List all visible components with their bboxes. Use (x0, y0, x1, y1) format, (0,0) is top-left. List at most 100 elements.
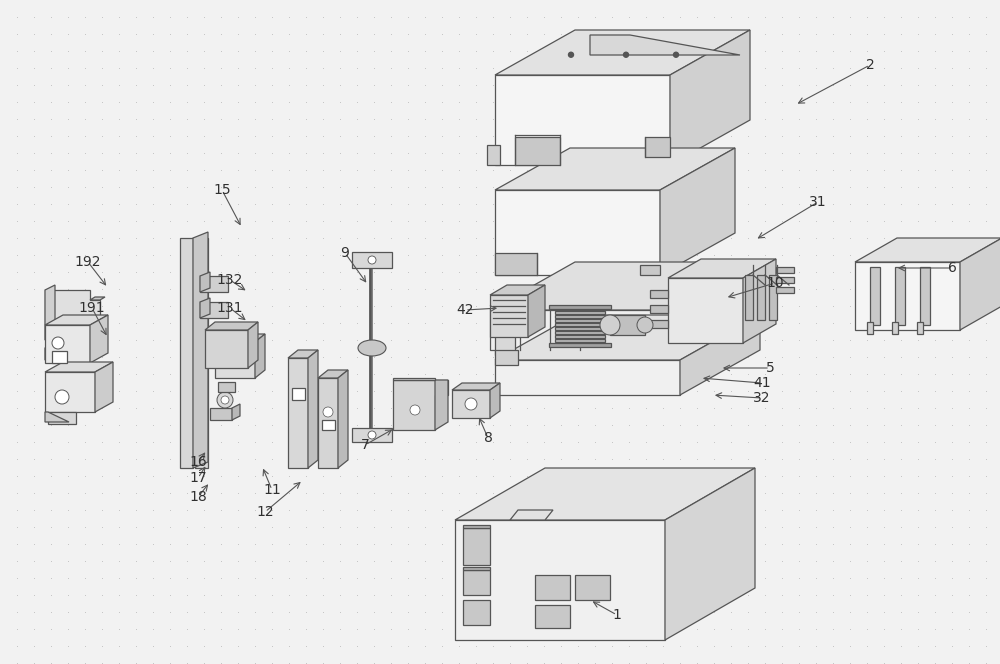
Polygon shape (668, 278, 743, 343)
Polygon shape (45, 412, 69, 422)
Polygon shape (180, 238, 193, 468)
Polygon shape (352, 252, 392, 268)
Polygon shape (670, 30, 750, 165)
Polygon shape (510, 510, 553, 520)
Polygon shape (52, 351, 67, 363)
Polygon shape (555, 323, 605, 326)
Polygon shape (193, 232, 208, 468)
Polygon shape (490, 295, 528, 337)
Polygon shape (455, 468, 755, 520)
Text: 131: 131 (217, 301, 243, 315)
Polygon shape (757, 275, 765, 320)
Text: 41: 41 (753, 376, 771, 390)
Polygon shape (535, 605, 570, 628)
Polygon shape (255, 334, 265, 378)
Polygon shape (555, 335, 605, 338)
Text: 16: 16 (189, 455, 207, 469)
Polygon shape (555, 339, 605, 342)
Circle shape (600, 315, 620, 335)
Polygon shape (45, 348, 75, 360)
Polygon shape (555, 307, 605, 310)
Polygon shape (495, 315, 760, 360)
Polygon shape (555, 327, 605, 330)
Polygon shape (555, 343, 605, 346)
Polygon shape (549, 343, 611, 347)
Circle shape (368, 256, 376, 264)
Polygon shape (338, 370, 348, 468)
Polygon shape (870, 267, 880, 325)
Polygon shape (218, 382, 235, 392)
Polygon shape (668, 259, 776, 278)
Text: 32: 32 (753, 391, 771, 405)
Polygon shape (45, 343, 55, 360)
Circle shape (568, 52, 574, 57)
Polygon shape (743, 259, 776, 343)
Polygon shape (45, 372, 95, 412)
Polygon shape (452, 390, 490, 418)
Circle shape (217, 392, 233, 408)
Text: 8: 8 (484, 431, 492, 445)
Polygon shape (555, 319, 605, 322)
Polygon shape (205, 330, 248, 368)
Polygon shape (555, 311, 605, 314)
Polygon shape (490, 310, 680, 350)
Polygon shape (645, 137, 670, 157)
Polygon shape (393, 378, 435, 380)
Text: 12: 12 (256, 505, 274, 519)
Polygon shape (95, 362, 113, 412)
Text: 5: 5 (766, 361, 774, 375)
Polygon shape (575, 575, 610, 600)
Polygon shape (200, 298, 210, 318)
Circle shape (674, 52, 678, 57)
Circle shape (465, 398, 477, 410)
Polygon shape (45, 315, 108, 325)
Polygon shape (463, 528, 490, 565)
Polygon shape (680, 262, 765, 350)
Polygon shape (393, 380, 448, 430)
Polygon shape (490, 262, 765, 310)
Polygon shape (917, 322, 923, 334)
Polygon shape (248, 322, 258, 368)
Polygon shape (495, 30, 750, 75)
Polygon shape (769, 275, 777, 320)
Polygon shape (195, 238, 208, 468)
Polygon shape (210, 408, 232, 420)
Polygon shape (487, 145, 500, 165)
Circle shape (52, 337, 64, 349)
Text: 15: 15 (213, 183, 231, 197)
Polygon shape (90, 297, 105, 300)
Text: 6: 6 (948, 261, 956, 275)
Ellipse shape (358, 340, 386, 356)
Polygon shape (555, 331, 605, 334)
Polygon shape (650, 290, 668, 298)
Polygon shape (920, 267, 930, 325)
Polygon shape (435, 380, 448, 430)
Polygon shape (292, 388, 305, 400)
Text: 2: 2 (866, 58, 874, 72)
Polygon shape (495, 360, 680, 395)
Polygon shape (745, 275, 753, 320)
Polygon shape (855, 238, 1000, 262)
Text: 9: 9 (341, 246, 349, 260)
Polygon shape (528, 285, 545, 337)
Polygon shape (455, 520, 665, 640)
Polygon shape (776, 277, 794, 283)
Polygon shape (463, 570, 490, 595)
Polygon shape (490, 383, 500, 418)
Polygon shape (549, 305, 611, 309)
Polygon shape (205, 322, 258, 330)
Polygon shape (665, 468, 755, 640)
Polygon shape (495, 253, 537, 275)
Text: 31: 31 (809, 195, 827, 209)
Polygon shape (200, 276, 228, 292)
Circle shape (368, 431, 376, 439)
Polygon shape (463, 567, 490, 570)
Polygon shape (308, 350, 318, 468)
Polygon shape (45, 325, 90, 363)
Text: 17: 17 (189, 471, 207, 485)
Polygon shape (776, 267, 794, 273)
Polygon shape (495, 75, 670, 165)
Polygon shape (855, 262, 960, 330)
Polygon shape (318, 370, 348, 378)
Polygon shape (892, 322, 898, 334)
